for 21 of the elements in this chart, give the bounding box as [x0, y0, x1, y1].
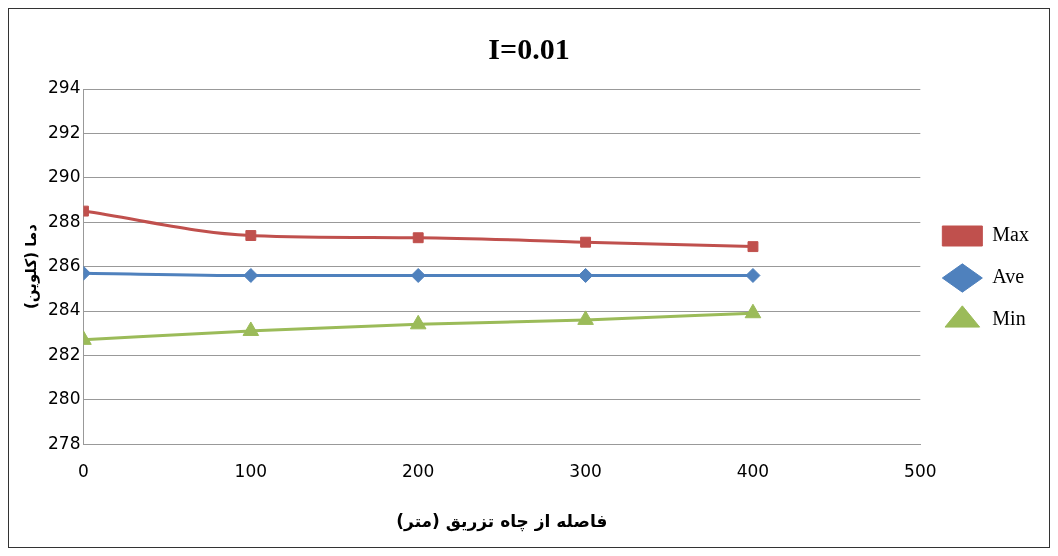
chart-title: I=0.01 [488, 31, 570, 65]
y-tick-label: 286 [47, 255, 81, 276]
y-tick-label: 278 [47, 432, 81, 453]
y-tick-label: 292 [47, 121, 81, 142]
y-tick-label: 294 [47, 77, 81, 98]
legend-label: Min [992, 307, 1026, 330]
y-tick-label: 288 [47, 210, 81, 231]
x-tick-label: 200 [401, 460, 435, 481]
legend-label: Ave [992, 265, 1025, 288]
x-tick-label: 300 [569, 460, 602, 481]
x-tick-label: 400 [736, 460, 770, 481]
legend-label: Max [992, 223, 1030, 246]
x-tick-label: 0 [78, 460, 89, 481]
y-axis-title: دما (کلوین) [21, 223, 40, 310]
x-axis-title: فاصله از چاه تزریق (متر) [396, 511, 608, 533]
y-tick-label: 284 [47, 299, 81, 320]
x-tick-label: 100 [234, 460, 268, 481]
x-tick-label: 500 [904, 460, 937, 481]
y-tick-label: 290 [47, 166, 81, 187]
y-tick-label: 282 [47, 343, 81, 364]
y-tick-label: 280 [47, 388, 81, 409]
